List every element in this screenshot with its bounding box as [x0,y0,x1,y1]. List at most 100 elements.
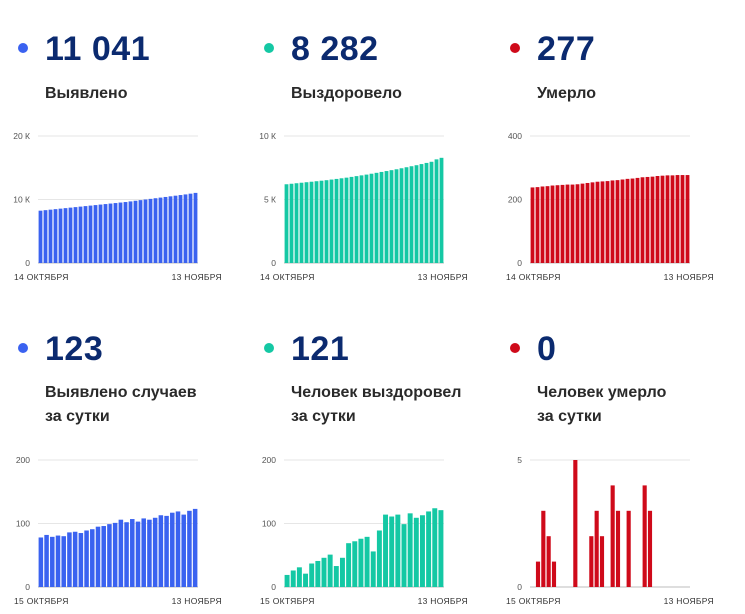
bar [401,524,407,587]
bar [78,533,84,587]
bar [133,200,138,263]
bar [399,168,404,263]
bar [426,511,432,587]
deaths-daily-label-line2: за сутки [537,408,602,425]
bar [173,195,178,263]
bar [354,176,359,263]
panel-recovered-daily: 121 Человек выздоровел за сутки 0 100 200 1… [246,307,492,614]
bar [413,517,419,587]
confirmed-total-label: Выявлено [45,85,128,102]
confirmed-total-chart: 0 10 К 20 К 14 ОКТЯБРЯ 13 НОЯБРЯ [13,131,221,282]
bar [540,186,545,263]
y-tick-label: 200 [508,195,522,205]
bar [364,536,370,587]
recovered-total-chart: 0 5 К 10 К 14 ОКТЯБРЯ 13 НОЯБРЯ [259,131,468,282]
bar [384,171,389,263]
x-tick-label: 15 ОКТЯБРЯ [14,596,69,606]
bar [329,179,334,263]
series-dot-icon [264,43,274,53]
bar [630,178,635,263]
bar [68,207,73,263]
x-tick-label: 13 НОЯБРЯ [172,596,222,606]
bar [319,180,324,263]
deaths-total-label: Умерло [537,85,596,102]
bar [394,169,399,263]
bar [379,171,384,263]
bar [43,210,48,263]
bar [289,183,294,263]
bar [178,195,183,263]
bar [432,508,438,587]
bar [438,510,444,587]
bar [38,537,44,587]
bar [374,172,379,263]
bar [339,178,344,263]
bar [123,202,128,263]
bar [359,175,364,263]
bar [183,194,188,263]
bar [50,536,55,587]
y-tick-label: 0 [271,582,276,592]
bar [147,519,152,587]
bar [88,205,93,263]
bar [304,182,309,263]
bar [324,180,329,263]
bar [309,181,314,263]
recovered-total-label: Выздоровело [291,85,402,102]
bar [168,196,173,263]
recovered-daily-label-line1: Человек выздоровел [291,384,462,401]
bar [53,209,58,263]
bar [626,510,631,587]
deaths-total-chart: 0 200 400 14 ОКТЯБРЯ 13 НОЯБРЯ [506,131,714,282]
bar [152,517,158,587]
bar [346,543,352,587]
series-dot-icon [510,343,520,353]
y-tick-label: 400 [508,131,522,141]
bar [90,529,95,587]
bar [370,551,376,587]
confirmed-daily-chart: 0 100 200 15 ОКТЯБРЯ 13 НОЯБРЯ [14,455,222,606]
bar [565,184,570,263]
bar [72,531,78,587]
bar [333,566,339,587]
bar [546,536,551,587]
y-tick-label: 0 [271,258,276,268]
bar [541,510,546,587]
bar [108,203,113,263]
bar [188,193,193,263]
confirmed-daily-label-line1: Выявлено случаев [45,384,197,401]
bar [599,536,605,587]
bar [655,176,660,263]
bar [187,510,192,587]
bar [680,175,685,263]
x-tick-label: 13 НОЯБРЯ [418,272,468,282]
bar [84,530,89,587]
bar [419,164,424,263]
y-tick-label: 20 К [13,131,30,141]
series-dot-icon [264,343,274,353]
bar [560,184,565,263]
bar [163,196,168,263]
bar [118,202,123,263]
bar [665,175,670,263]
bar [610,180,615,263]
bar [315,560,321,587]
bar [170,512,175,587]
bar [55,535,61,587]
bar [670,175,675,263]
bar [645,176,650,263]
bar [642,485,647,587]
bar [589,536,594,587]
bar [314,181,319,263]
bar [660,175,665,263]
deaths-daily-value: 0 [537,330,557,368]
bar [164,515,169,587]
series-dot-icon [18,343,28,353]
y-tick-label: 0 [517,258,522,268]
bar [296,567,302,587]
panel-deaths-total: 277 Умерло 0 200 400 14 ОКТЯБРЯ 13 НОЯБРЯ [492,0,738,307]
bar [389,516,395,587]
bar [309,563,315,587]
bar [570,184,575,263]
bar [38,210,43,263]
